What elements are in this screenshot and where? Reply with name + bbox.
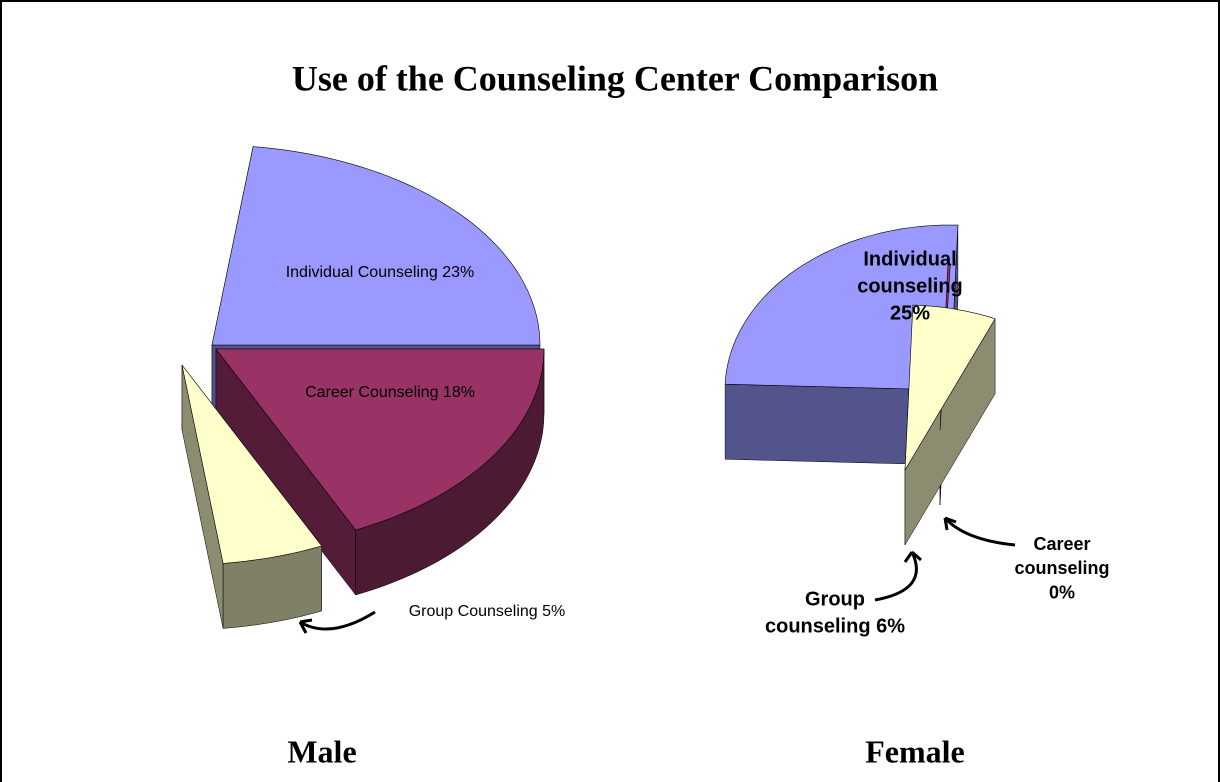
slice-label: Career (1033, 534, 1090, 554)
slice-label: Career Counseling 18% (305, 384, 475, 401)
arrow (943, 516, 1016, 547)
arrows (298, 516, 1016, 634)
slice-label: 0% (1049, 582, 1075, 602)
pie: Individual Counseling 23% Career Counseli… (181, 146, 566, 629)
arrow (874, 551, 918, 602)
slice (211, 146, 541, 346)
slice-label: 25% (890, 302, 930, 324)
slice (724, 224, 959, 391)
slice-label: Individual Counseling 23% (286, 264, 475, 281)
pie-title: Male (287, 733, 356, 769)
slice (904, 304, 996, 471)
slice (181, 364, 323, 564)
slice-label: Group Counseling 5% (409, 603, 566, 620)
arrow-head (943, 516, 957, 531)
pie-title: Female (865, 733, 965, 769)
chart-title: Use of the Counseling Center Comparison (292, 58, 938, 98)
slice-label: Group (805, 588, 865, 610)
slice (215, 348, 545, 531)
pie: Individual counseling 25% Career counseling 0… (724, 224, 1110, 637)
arrow-head (298, 618, 313, 634)
slice-label: counseling (1014, 558, 1109, 578)
slice-label: Individual (863, 248, 956, 270)
arrow-head (903, 550, 922, 563)
slice-label: counseling 6% (765, 615, 905, 637)
slice-label: counseling (857, 275, 963, 297)
arrow (299, 610, 376, 631)
